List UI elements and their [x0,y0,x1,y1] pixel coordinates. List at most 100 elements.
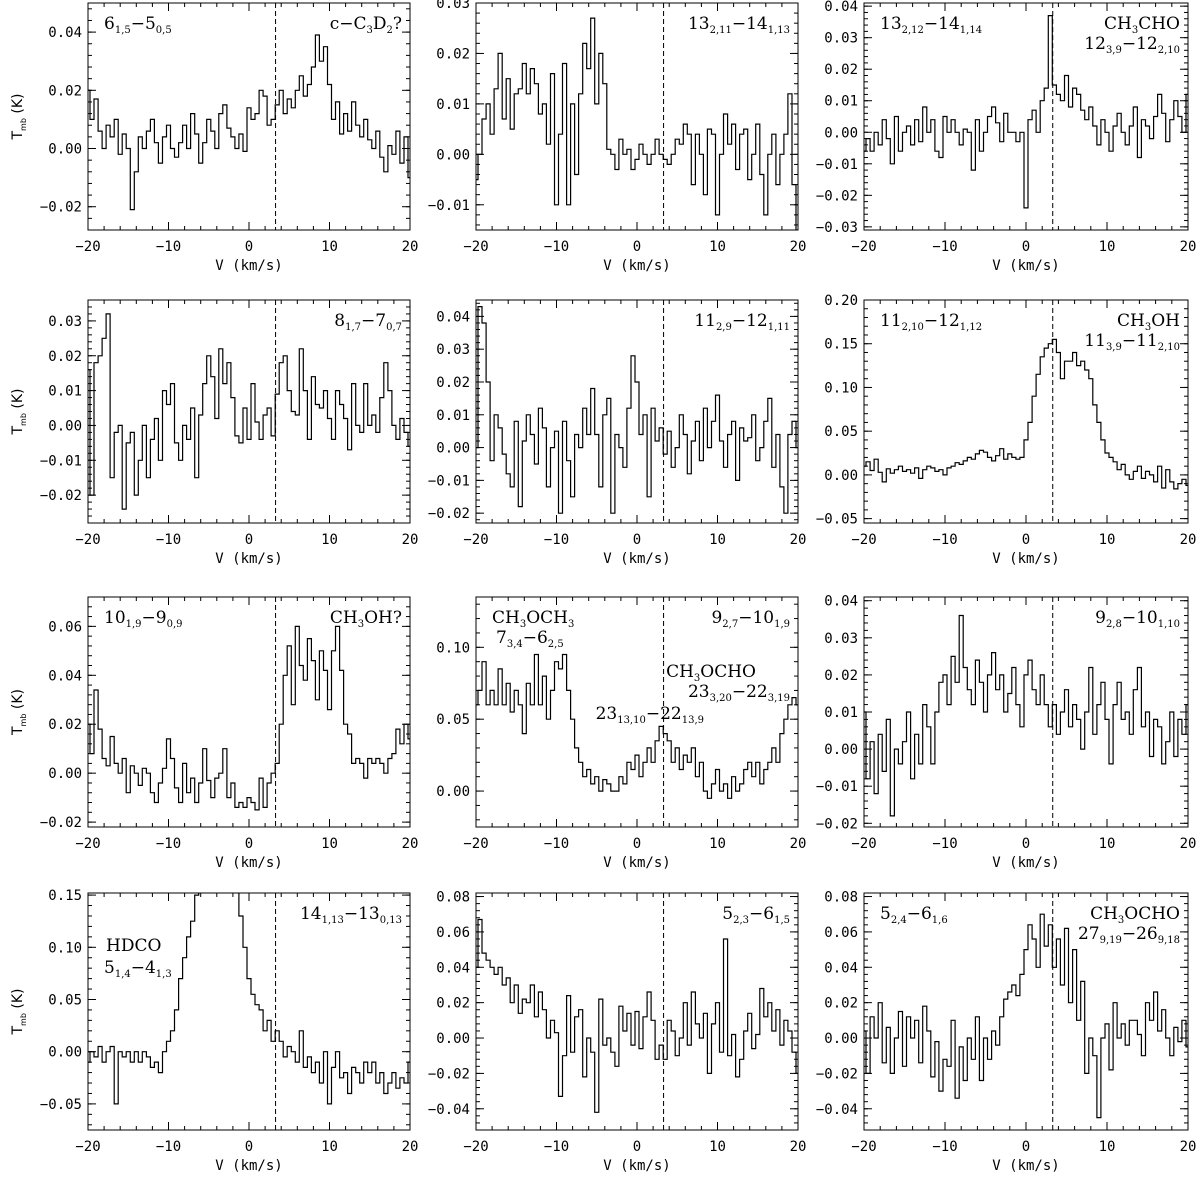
annotation-subscript: 2,5 [548,639,564,650]
y-tick-label: −0.02 [816,1066,858,1082]
annotation-subscript: 2 [387,25,393,36]
annotation-text: 8 [334,311,345,331]
y-tick-label: −0.02 [816,188,858,204]
x-axis-label: V (km/s) [992,551,1059,567]
annotation-subscript: 1,14 [960,25,982,36]
y-tick-label: 0.02 [48,83,82,99]
panel-annotation: 279,19−269,18 [1078,924,1180,946]
spectrum-line [476,17,798,230]
y-tick-label: 0.20 [824,293,858,309]
annotation-subscript: 1,9 [774,619,790,630]
annotation-subscript: 1,6 [932,915,948,926]
x-tick-label: −20 [75,836,100,852]
annotation-subscript: 1,12 [960,322,982,333]
y-tick-label: −0.01 [428,198,470,214]
y-tick-label: 0.10 [824,380,858,396]
annotation-text: CH [492,608,520,628]
y-tick-label: 0.02 [436,996,470,1012]
panel-annotation: HDCO [106,936,161,956]
annotation-text: CH [1104,14,1132,34]
annotation-subscript: 13,9 [682,715,704,726]
annotation-subscript: 1,4 [115,969,131,980]
panel-annotation: 141,13−130,13 [300,904,402,926]
y-tick-label: −0.04 [428,1102,470,1118]
panel-annotation: CH3OCHO [666,662,756,684]
annotation-text: −14 [732,14,768,34]
y-tick-label: 0.15 [824,337,858,353]
panel-annotation: 81,7−70,7 [334,311,402,333]
y-tick-label: −0.02 [40,488,82,504]
y-tick-label: 0.04 [824,960,858,976]
y-tick-label: 0.03 [824,631,858,647]
x-axis-label: V (km/s) [215,258,282,274]
annotation-text: 5 [880,904,891,924]
x-tick-label: −20 [75,532,100,548]
annotation-text: 11 [1084,331,1106,351]
y-tick-label: −0.03 [816,220,858,236]
annotation-text: −5 [131,14,156,34]
x-tick-label: 0 [245,239,253,255]
annotation-text: 9 [711,608,722,628]
spectrum-panel: −20 −10 0 10 20 −0.04 −0.02 0.00 0.02 0.04 0.06 0.0… [428,890,807,1174]
y-tick-label: 0.03 [48,314,82,330]
annotation-text: 13 [688,14,710,34]
x-tick-label: 0 [1022,239,1030,255]
x-tick-label: 20 [790,532,807,548]
x-tick-label: 10 [709,836,726,852]
annotation-subscript: 0,5 [156,25,172,36]
y-tick-label: −0.02 [816,816,858,832]
x-axis-label: V (km/s) [992,855,1059,871]
annotation-text: −9 [142,608,167,628]
y-tick-label: −0.02 [428,1066,470,1082]
y-tick-label: −0.01 [816,779,858,795]
annotation-subscript: 1,3 [156,969,172,980]
panel-annotation: 123,9−122,10 [1084,34,1180,56]
y-tick-label: 0.04 [436,960,470,976]
y-tick-label: 0.00 [824,125,858,141]
x-tick-label: −10 [544,1139,569,1155]
annotation-text: OCHO [700,662,756,682]
annotation-subscript: 2,7 [722,619,738,630]
x-tick-label: −20 [851,532,876,548]
x-tick-label: −20 [851,239,876,255]
panel-annotation: 132,11−141,13 [688,14,790,36]
annotation-subscript: 3,19 [768,693,790,704]
x-tick-label: −20 [851,836,876,852]
x-tick-label: 10 [321,836,338,852]
annotation-text: OH [1151,311,1180,331]
x-tick-label: 10 [709,1139,726,1155]
x-tick-label: 20 [402,836,419,852]
y-tick-label: 0.00 [48,1045,82,1061]
annotation-text: 27 [1078,924,1100,944]
spectrum-line [864,913,1188,1119]
x-tick-label: −10 [544,239,569,255]
annotation-subscript: 3,4 [507,639,523,650]
panel-annotation: 112,10−121,12 [880,311,982,333]
annotation-subscript: 2,10 [902,322,924,333]
plot-frame [863,596,1189,828]
x-tick-label: 10 [321,1139,338,1155]
annotation-text: −12 [732,311,768,331]
y-tick-label: 0.03 [436,342,470,358]
panel-annotation: 113,9−112,10 [1084,331,1180,353]
y-tick-label: −0.01 [428,473,470,489]
y-axis-label: Tmb (K) [10,989,28,1036]
x-axis-label: V (km/s) [603,258,670,274]
panel-annotation: CH3OCHO [1090,904,1180,926]
y-tick-label: 0.01 [824,94,858,110]
x-tick-label: −20 [463,532,488,548]
x-tick-label: 20 [790,836,807,852]
y-tick-label: 0.00 [824,1031,858,1047]
annotation-subscript: 3 [1118,915,1124,926]
annotation-text: −7 [361,311,386,331]
annotation-subscript: 3 [358,619,364,630]
annotation-text: HDCO [106,936,161,956]
plot-frame [87,892,411,1131]
x-tick-label: −10 [544,836,569,852]
annotation-text: 23 [596,704,618,724]
annotation-text: CH [330,608,358,628]
annotation-subscript: 2,12 [902,25,924,36]
spectrum-line [864,614,1188,817]
y-tick-label: 0.15 [48,888,82,904]
annotation-text: CH [666,662,694,682]
